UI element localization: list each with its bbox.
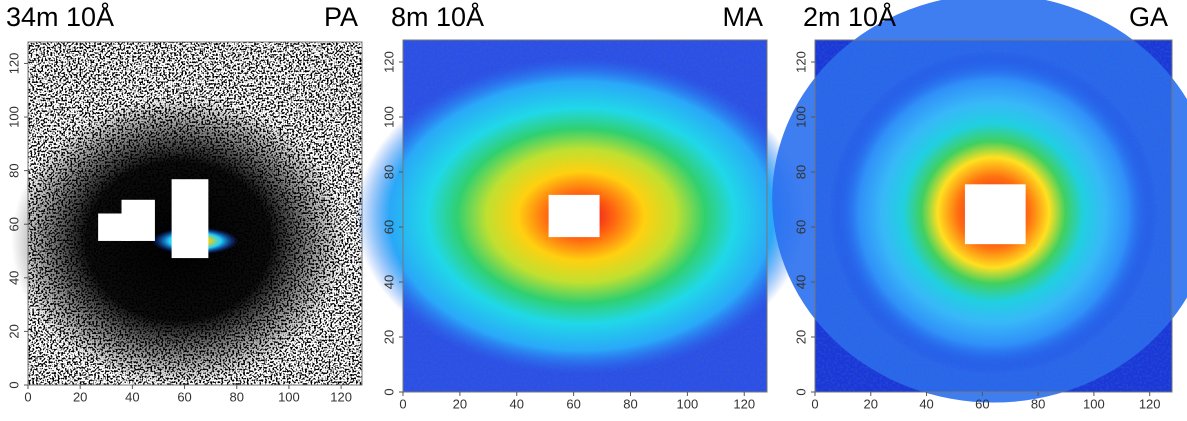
y-tick-label: 120 (793, 51, 808, 73)
panel: 0 20 40 60 80 100 120 0 20 40 60 80 100 120 34m 10Å PA (6, 1, 363, 404)
x-tick-label: 100 (677, 396, 699, 411)
y-tick-label: 60 (6, 217, 21, 231)
y-tick-label: 40 (793, 275, 808, 289)
x-tick-label: 40 (510, 396, 524, 411)
y-tick-label: 0 (381, 388, 396, 395)
x-tick-label: 60 (566, 396, 580, 411)
y-tick-label: 100 (6, 106, 21, 128)
beamstop (548, 194, 600, 238)
y-tick-label: 0 (6, 381, 21, 388)
x-tick-label: 0 (399, 396, 406, 411)
panel-title: 34m 10Å (6, 1, 114, 32)
y-tick-label: 20 (6, 324, 21, 338)
panel: 0 20 40 60 80 100 120 0 20 40 60 80 100 120 2m 10Å GA (772, 0, 1187, 411)
beamstop (171, 179, 209, 259)
y-tick-label: 80 (793, 165, 808, 179)
x-tick-label: 100 (278, 389, 300, 404)
x-tick-label: 60 (177, 389, 191, 404)
y-tick-label: 60 (381, 220, 396, 234)
y-tick-label: 60 (793, 220, 808, 234)
x-tick-label: 80 (230, 389, 244, 404)
x-tick-label: 20 (864, 396, 878, 411)
x-tick-label: 100 (1083, 396, 1105, 411)
y-tick-label: 40 (6, 271, 21, 285)
y-tick-label: 20 (381, 330, 396, 344)
y-tick-label: 80 (381, 165, 396, 179)
x-tick-label: 80 (623, 396, 637, 411)
x-tick-label: 120 (330, 389, 352, 404)
x-tick-label: 80 (1031, 396, 1045, 411)
x-tick-label: 20 (453, 396, 467, 411)
plot-frame (814, 39, 1173, 393)
panel-title: 8m 10Å (391, 1, 484, 32)
panel-title: 2m 10Å (803, 1, 896, 32)
panel-label: GA (1129, 2, 1168, 32)
x-tick-label: 0 (24, 389, 31, 404)
x-tick-label: 40 (919, 396, 933, 411)
y-tick-label: 100 (793, 106, 808, 128)
y-tick-label: 20 (793, 330, 808, 344)
beamstop (964, 184, 1026, 245)
y-tick-label: 40 (381, 275, 396, 289)
x-tick-label: 0 (811, 396, 818, 411)
x-tick-label: 60 (975, 396, 989, 411)
x-tick-label: 40 (125, 389, 139, 404)
panel-label: MA (723, 2, 764, 32)
y-tick-label: 120 (6, 53, 21, 75)
x-tick-label: 120 (1139, 396, 1161, 411)
y-tick-label: 100 (381, 106, 396, 128)
plot-frame (402, 39, 768, 393)
y-tick-label: 0 (793, 388, 808, 395)
y-tick-label: 120 (381, 51, 396, 73)
beamstop (121, 199, 155, 241)
x-tick-label: 20 (73, 389, 87, 404)
x-tick-label: 120 (733, 396, 755, 411)
panel: 0 20 40 60 80 100 120 0 20 40 60 80 100 120 8m 10Å MA (355, 1, 808, 411)
y-tick-label: 80 (6, 163, 21, 177)
panel-label: PA (324, 2, 358, 32)
